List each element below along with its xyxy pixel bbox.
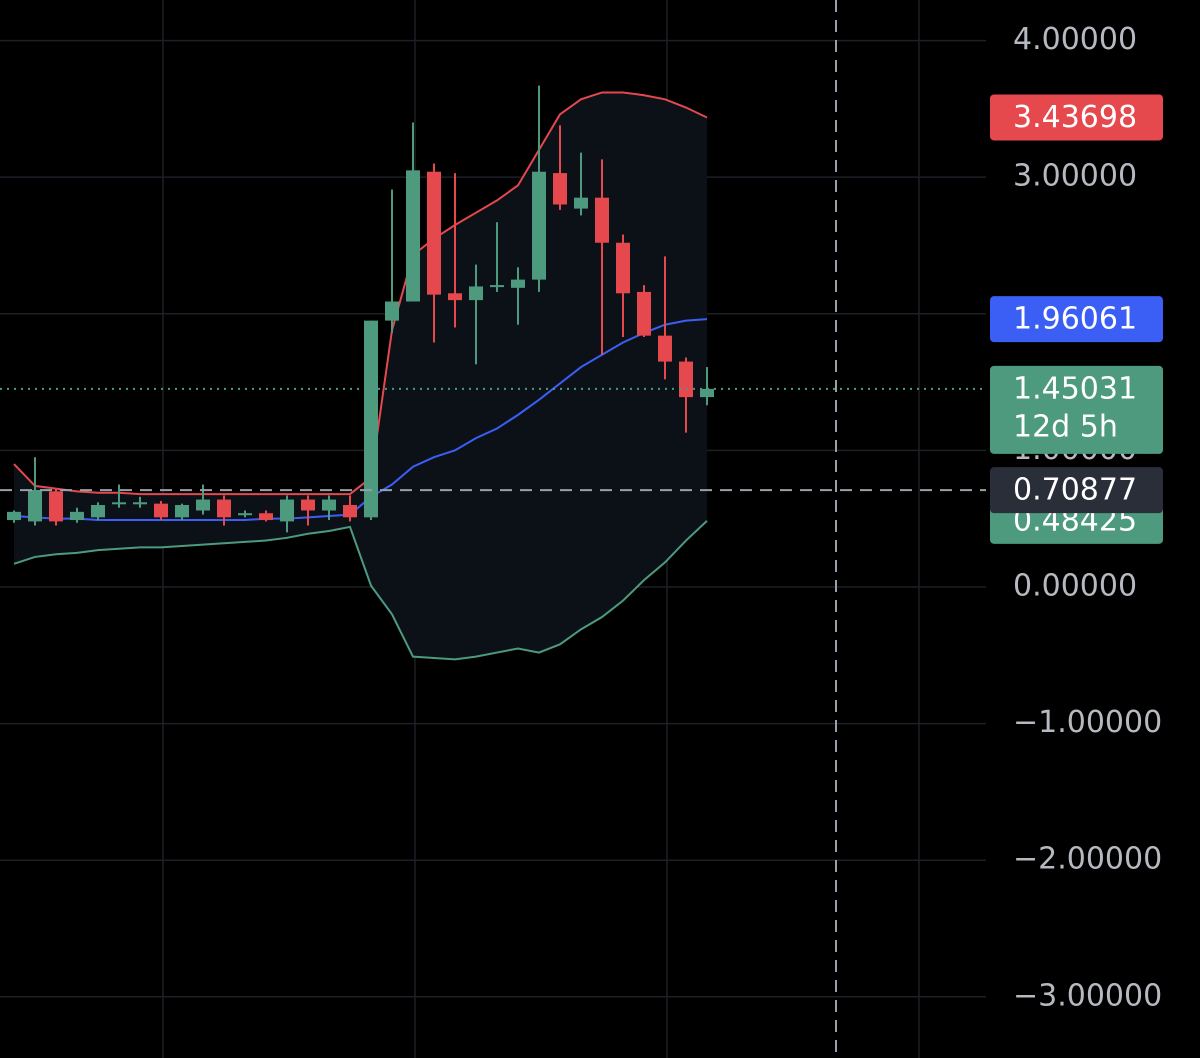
candle-body bbox=[511, 279, 525, 288]
candle bbox=[469, 264, 483, 365]
candle bbox=[238, 510, 252, 518]
candle-body bbox=[70, 511, 84, 521]
price-badge: 3.43698 bbox=[990, 94, 1163, 141]
candle-body bbox=[322, 499, 336, 511]
candle-body bbox=[574, 197, 588, 209]
candle-body bbox=[280, 499, 294, 522]
badge-bg bbox=[990, 467, 1163, 514]
candle-body bbox=[595, 197, 609, 243]
candle bbox=[490, 222, 504, 292]
candle bbox=[511, 267, 525, 325]
candle bbox=[49, 488, 63, 526]
candle bbox=[70, 507, 84, 523]
candle-body bbox=[49, 491, 63, 522]
candle-body bbox=[385, 301, 399, 321]
candle-body bbox=[448, 293, 462, 301]
badge-countdown: 12d 5h bbox=[1013, 409, 1118, 444]
candle bbox=[616, 234, 630, 338]
candle-body bbox=[259, 513, 273, 521]
candle-body bbox=[469, 286, 483, 301]
candle-body bbox=[658, 335, 672, 362]
y-tick-label: −3.00000 bbox=[1013, 978, 1162, 1013]
candle bbox=[322, 495, 336, 521]
candle-body bbox=[553, 173, 567, 205]
y-tick-label: −1.00000 bbox=[1013, 705, 1162, 740]
candle-body bbox=[301, 499, 315, 511]
badge-label: 3.43698 bbox=[1013, 100, 1137, 135]
price-badge: 0.70877 bbox=[990, 467, 1163, 514]
candle-body bbox=[7, 511, 21, 521]
candle-body bbox=[238, 513, 252, 516]
candle bbox=[259, 510, 273, 522]
band-line bbox=[13, 91, 708, 496]
candle-body bbox=[91, 505, 105, 518]
candle-body bbox=[343, 505, 357, 518]
badge-label: 1.96061 bbox=[1013, 302, 1137, 337]
candle bbox=[154, 500, 168, 521]
candle bbox=[7, 510, 21, 523]
candle bbox=[91, 502, 105, 521]
badge-bg bbox=[990, 94, 1163, 141]
candle bbox=[28, 457, 42, 526]
band-line bbox=[13, 318, 708, 522]
candle-body bbox=[154, 503, 168, 518]
candle-body bbox=[175, 505, 189, 518]
candle bbox=[406, 122, 420, 302]
candle-body bbox=[700, 388, 714, 398]
candle-body bbox=[616, 242, 630, 294]
badge-bg bbox=[990, 365, 1163, 454]
price-badge: 1.96061 bbox=[990, 296, 1163, 343]
candle bbox=[280, 495, 294, 533]
candle bbox=[364, 320, 378, 521]
candle-body bbox=[637, 291, 651, 336]
candle-body bbox=[427, 171, 441, 295]
candle bbox=[595, 159, 609, 355]
candle-body bbox=[28, 489, 42, 522]
candle bbox=[637, 285, 651, 338]
candle-body bbox=[196, 499, 210, 511]
y-tick-label: 4.00000 bbox=[1013, 22, 1137, 57]
candle-body bbox=[532, 171, 546, 280]
y-tick-label: −2.00000 bbox=[1013, 842, 1162, 877]
badge-bg bbox=[990, 296, 1163, 343]
candle bbox=[658, 256, 672, 380]
candle bbox=[532, 85, 546, 292]
candle bbox=[217, 495, 231, 526]
band-line bbox=[13, 520, 708, 661]
candle-body bbox=[406, 170, 420, 302]
badge-label: 0.70877 bbox=[1013, 473, 1137, 508]
candle bbox=[700, 367, 714, 406]
candle bbox=[679, 357, 693, 433]
candle-body bbox=[217, 499, 231, 518]
candle-body bbox=[112, 502, 126, 505]
candle-body bbox=[490, 285, 504, 288]
candle bbox=[301, 495, 315, 526]
badge-label: 1.45031 bbox=[1013, 371, 1137, 406]
y-tick-label: 3.00000 bbox=[1013, 159, 1137, 194]
candle bbox=[133, 496, 147, 508]
candle bbox=[343, 495, 357, 522]
candle bbox=[553, 125, 567, 210]
y-tick-label: 0.00000 bbox=[1013, 568, 1137, 603]
candle bbox=[385, 189, 399, 333]
candle bbox=[574, 152, 588, 216]
candle bbox=[448, 173, 462, 328]
candle-body bbox=[133, 502, 147, 505]
candle-body bbox=[364, 320, 378, 518]
candle bbox=[112, 484, 126, 508]
candle bbox=[175, 503, 189, 521]
candle bbox=[427, 163, 441, 343]
candle-body bbox=[679, 361, 693, 398]
